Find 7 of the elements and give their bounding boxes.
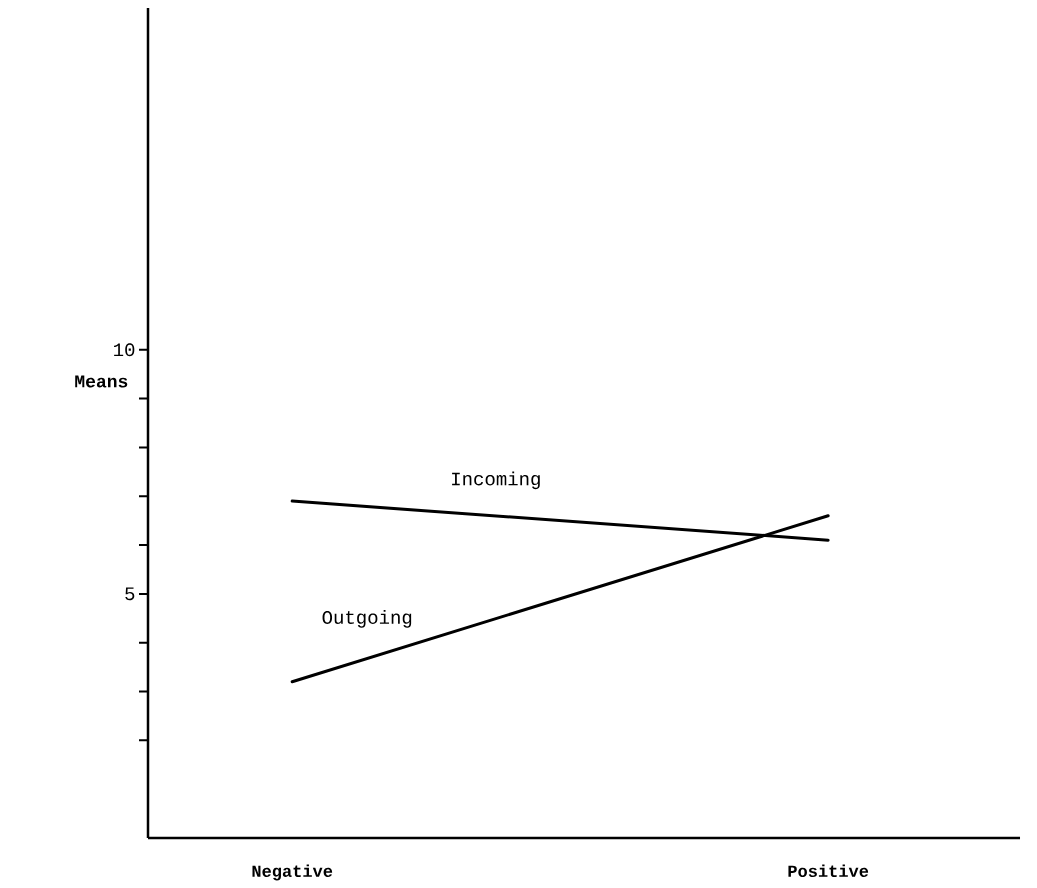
series-label: Incoming (452, 471, 540, 490)
y-tick-label: 5 (125, 587, 135, 601)
y-axis-title: Means (75, 375, 128, 388)
x-tick-label: Positive (788, 864, 869, 878)
series-label: Outgoing (322, 610, 412, 628)
x-tick-label: Negative (252, 864, 333, 881)
y-tick-label: 10 (114, 343, 135, 357)
